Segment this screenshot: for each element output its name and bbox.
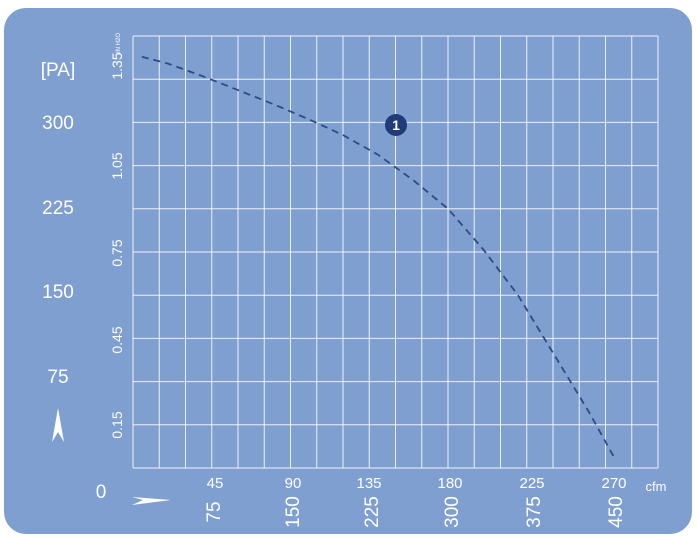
x-axis-arrow-icon [132, 497, 171, 505]
x-bottom-tick-label: 375 [524, 496, 545, 528]
x-top-tick-label: 270 [601, 475, 626, 492]
x-bottom-tick-label: 450 [606, 496, 627, 528]
secondary-y-tick-label: 1.35 [109, 52, 125, 79]
x-top-tick-label: 135 [356, 475, 381, 492]
secondary-y-tick-label: 0.45 [109, 326, 125, 353]
x-bottom-tick-label: 75 [204, 501, 225, 522]
x-top-tick-label: 180 [437, 475, 462, 492]
grid [132, 35, 659, 469]
x-top-unit: cfm [646, 479, 667, 494]
y-axis-unit: [PA] [41, 60, 76, 81]
secondary-y-tick-label: 1.05 [109, 152, 125, 179]
x-bottom-tick-label: 300 [442, 496, 463, 528]
x-top-tick-label: 90 [285, 475, 302, 492]
chart-panel [4, 8, 692, 534]
y-tick-label: 150 [42, 282, 74, 303]
series-curve [141, 55, 616, 459]
x-top-tick-label: 225 [519, 475, 544, 492]
series-marker-label: 1 [392, 117, 400, 133]
x-top-tick-label: 45 [207, 475, 224, 492]
secondary-y-unit: IN H2O [116, 33, 122, 53]
series-marker-circle [385, 114, 407, 136]
y-tick-label: 300 [42, 113, 74, 134]
y-tick-label: 225 [42, 198, 74, 219]
y-axis-arrow-icon [52, 408, 64, 442]
secondary-y-tick-label: 0.15 [109, 411, 125, 438]
x-bottom-tick-label: 225 [362, 496, 383, 528]
origin-label: 0 [96, 482, 107, 503]
x-bottom-tick-label: 150 [283, 496, 304, 528]
y-tick-label: 75 [47, 367, 68, 388]
secondary-y-tick-label: 0.75 [109, 239, 125, 266]
series-marker: 1 [385, 114, 407, 136]
